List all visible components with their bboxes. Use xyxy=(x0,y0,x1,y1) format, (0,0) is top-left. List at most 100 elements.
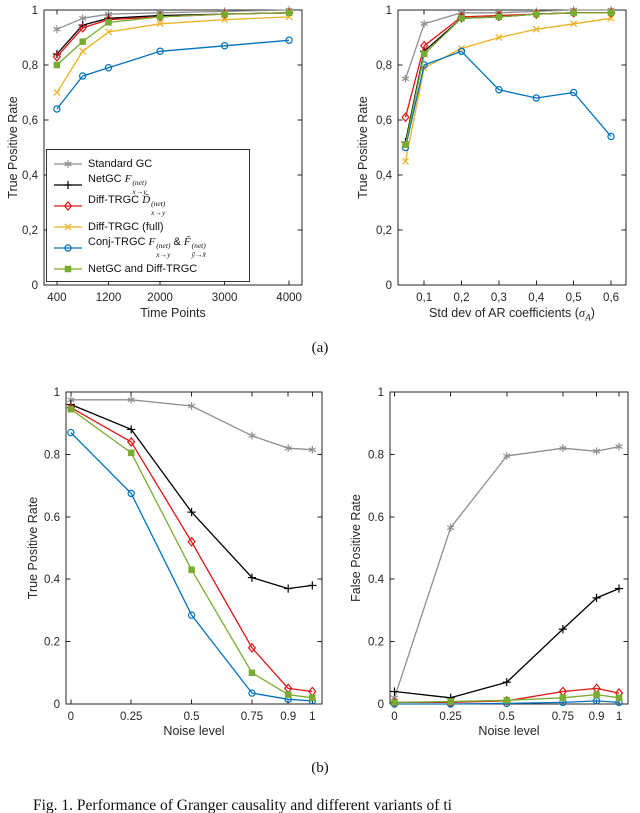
y-axis: 0 0.2 0.4 0.6 0.8 1 xyxy=(368,387,628,711)
legend-item-diff_trgc: Diff-TRGC D̃ (net) x→y xyxy=(53,194,243,217)
legend-marker-diamond-icon xyxy=(54,200,82,211)
series-conj_trgc-markers xyxy=(53,36,293,113)
series-standard_gc-markers xyxy=(67,395,317,454)
panel-a-label: (a) xyxy=(311,340,329,356)
svg-text:0,8: 0,8 xyxy=(22,60,38,72)
svg-text:0.6: 0.6 xyxy=(368,512,384,524)
svg-text:0.75: 0.75 xyxy=(552,711,574,722)
svg-text:0,4: 0,4 xyxy=(22,170,39,182)
series-standard_gc-line xyxy=(70,399,313,451)
svg-text:0.9: 0.9 xyxy=(280,711,296,722)
svg-text:0,4: 0,4 xyxy=(528,292,545,304)
series-conj_trgc-line xyxy=(404,50,612,148)
tpr_vs_ar_stddev-ylabel: True Positive Rate xyxy=(356,96,370,199)
svg-text:0,4: 0,4 xyxy=(376,170,393,182)
series-netgc-line xyxy=(394,587,620,699)
svg-text:0,5: 0,5 xyxy=(566,292,582,304)
series-netgc_and_diff-markers xyxy=(402,9,615,148)
legend-item-netgc_and_diff: NetGC and Diff-TRGC xyxy=(53,258,243,279)
series-netgc_and_diff-line xyxy=(70,408,313,699)
tpr_vs_time_points-xlabel: Time Points xyxy=(140,306,206,320)
svg-text:1200: 1200 xyxy=(96,292,122,304)
svg-text:0.8: 0.8 xyxy=(368,449,384,461)
chart-tpr-vs-noise-level: 0 0.25 0.5 0.75 0.9 1 0 0.2 0.4 0.6 0.8 1 Noise leve… xyxy=(20,386,330,758)
series-netgc_and_diff-markers xyxy=(67,405,316,702)
legend-label: NetGC and Diff-TRGC xyxy=(88,262,198,275)
svg-text:0: 0 xyxy=(378,699,384,711)
tpr_vs_noise_level-ylabel: True Positive Rate xyxy=(26,496,40,600)
series-standard_gc-line xyxy=(56,9,290,30)
series-netgc-markers xyxy=(66,400,317,593)
legend-label: NetGC F (net) x→y xyxy=(88,173,147,196)
y-axis: 0 0,2 0,4 0,6 0,8 1 xyxy=(22,5,302,292)
series-conj_trgc-line xyxy=(394,700,620,705)
svg-text:0: 0 xyxy=(386,280,392,292)
chart-fpr-vs-noise-level: 0 0.25 0.5 0.75 0.9 1 0 0.2 0.4 0.6 0.8 1 Noise leve… xyxy=(345,386,640,758)
tpr_vs_ar_stddev-xlabel: Std dev of AR coefficients (σA) xyxy=(429,306,595,324)
svg-text:0: 0 xyxy=(391,711,397,722)
series-diff_trgc-line xyxy=(70,407,313,693)
legend-item-conj_trgc: Conj-TRGC F (net) x→y & F̃ (net) ỹ→x̃ xyxy=(53,236,243,259)
legend-item-standard_gc: Standard GC xyxy=(53,153,243,174)
series-diff_trgc-line xyxy=(394,687,620,704)
figure-caption: Fig. 1. Performance of Granger causality… xyxy=(33,797,452,813)
svg-text:0,6: 0,6 xyxy=(22,115,38,127)
svg-text:1: 1 xyxy=(386,5,392,17)
chart-tpr-vs-ar-stddev: 0,1 0,2 0,3 0,4 0,5 0,6 0 0,2 0,4 0,6 0,8 1 Std dev … xyxy=(352,2,640,338)
svg-text:0.2: 0.2 xyxy=(44,637,60,649)
svg-text:0,2: 0,2 xyxy=(376,225,392,237)
svg-text:0.5: 0.5 xyxy=(499,711,515,722)
legend-label: Standard GC xyxy=(88,157,153,170)
svg-text:0,2: 0,2 xyxy=(454,292,470,304)
svg-text:0.25: 0.25 xyxy=(439,711,461,722)
legend: Standard GC NetGC F (net) x→y Diff-TRGC D̃ (n… xyxy=(46,149,250,282)
series-netgc-markers xyxy=(390,584,624,702)
svg-text:400: 400 xyxy=(47,292,66,304)
svg-text:0.5: 0.5 xyxy=(184,711,200,722)
svg-text:1: 1 xyxy=(54,387,60,399)
chart-tpr-vs-time-points: 400 1200 2000 3000 4000 0 0,2 0,4 0,6 0,8 1 Time Po… xyxy=(0,2,310,338)
legend-marker-square-icon xyxy=(54,265,82,272)
svg-text:0: 0 xyxy=(68,711,74,722)
tpr_vs_ar_stddev-canvas: 0,1 0,2 0,3 0,4 0,5 0,6 0 0,2 0,4 0,6 0,8 1 xyxy=(376,5,627,304)
svg-text:0.25: 0.25 xyxy=(120,711,142,722)
svg-text:0,6: 0,6 xyxy=(376,115,392,127)
svg-text:4000: 4000 xyxy=(276,292,302,304)
legend-marker-plus-icon xyxy=(54,180,82,189)
svg-text:3000: 3000 xyxy=(212,292,238,304)
legend-item-diff_trgc_full: Diff-TRGC (full) xyxy=(53,216,243,237)
svg-text:1: 1 xyxy=(32,5,38,17)
legend-marker-circle-icon xyxy=(54,243,82,252)
series-conj_trgc-line xyxy=(56,39,290,110)
svg-text:0.4: 0.4 xyxy=(368,574,385,586)
svg-text:0.6: 0.6 xyxy=(44,512,60,524)
fpr_vs_noise_level-xlabel: Noise level xyxy=(478,724,540,738)
y-axis: 0 0.2 0.4 0.6 0.8 1 xyxy=(44,387,322,711)
series-conj_trgc-markers xyxy=(401,47,615,152)
tpr_vs_time_points-ylabel: True Positive Rate xyxy=(6,96,20,199)
tpr_vs_noise_level-xlabel: Noise level xyxy=(163,724,225,738)
series-netgc_and_diff-line xyxy=(394,693,620,704)
svg-text:0,2: 0,2 xyxy=(22,225,38,237)
svg-text:0,3: 0,3 xyxy=(491,292,507,304)
series-diff_trgc_full-markers xyxy=(401,14,615,165)
series-netgc_and_diff-markers xyxy=(391,691,623,706)
svg-text:1: 1 xyxy=(378,387,384,399)
svg-text:0,1: 0,1 xyxy=(416,292,432,304)
svg-text:0.75: 0.75 xyxy=(241,711,263,722)
legend-label: Diff-TRGC D̃ (net) x→y xyxy=(88,194,166,217)
series-conj_trgc-line xyxy=(70,432,313,702)
legend-marker-x-icon xyxy=(54,222,82,231)
y-axis: 0 0,2 0,4 0,6 0,8 1 xyxy=(376,5,626,292)
svg-text:1: 1 xyxy=(309,711,315,722)
svg-text:0: 0 xyxy=(54,699,60,711)
legend-label: Diff-TRGC (full) xyxy=(88,220,164,233)
legend-label: Conj-TRGC F (net) x→y & F̃ (net) ỹ→x̃ xyxy=(88,236,206,259)
legend-item-netgc: NetGC F (net) x→y xyxy=(53,173,243,196)
svg-text:1: 1 xyxy=(616,711,622,722)
x-axis: 0 0.25 0.5 0.75 0.9 1 xyxy=(68,392,316,722)
svg-text:0.4: 0.4 xyxy=(44,574,61,586)
series-netgc_and_diff-line xyxy=(56,12,290,66)
panel-b-label: (b) xyxy=(311,760,329,776)
